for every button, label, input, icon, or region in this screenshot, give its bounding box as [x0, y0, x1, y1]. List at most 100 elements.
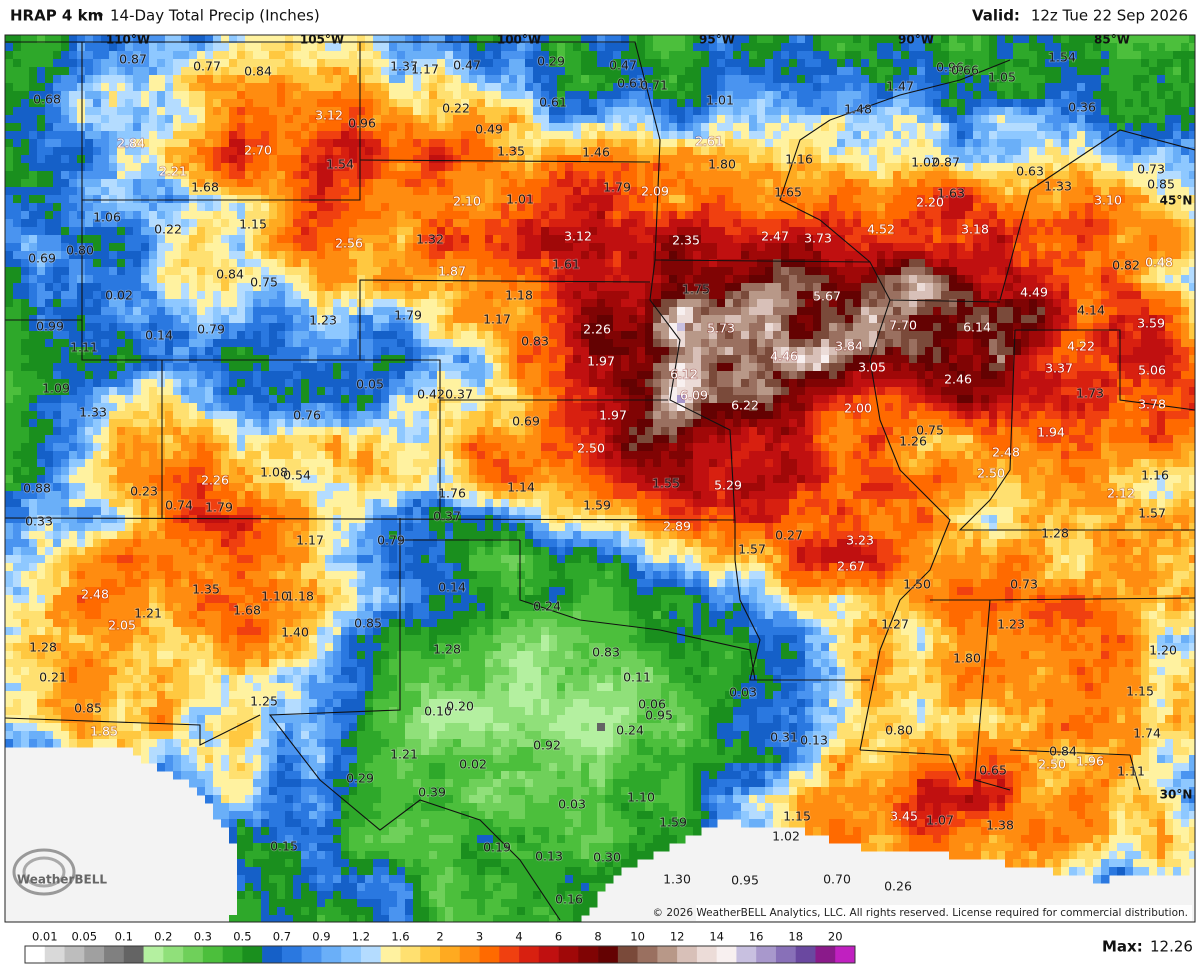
precip-cell [805, 235, 814, 244]
precip-cell [205, 235, 214, 244]
precip-cell [741, 195, 750, 204]
precip-cell [861, 59, 870, 68]
precip-cell [53, 75, 62, 84]
precip-cell [557, 147, 566, 156]
precip-cell [861, 251, 870, 260]
precip-cell [1093, 131, 1102, 140]
precip-cell [333, 131, 342, 140]
precip-cell [133, 211, 142, 220]
precip-cell [1013, 99, 1022, 108]
precip-cell [485, 163, 494, 172]
precip-cell [685, 83, 694, 92]
precip-cell [701, 59, 710, 68]
precip-cell [133, 203, 142, 212]
precip-cell [629, 283, 638, 292]
precip-cell [373, 203, 382, 212]
precip-cell [85, 115, 94, 124]
precip-cell [1069, 147, 1078, 156]
precip-cell [685, 267, 694, 276]
precip-cell [69, 211, 78, 220]
precip-cell [101, 147, 110, 156]
precip-cell [861, 283, 870, 292]
precip-cell [685, 283, 694, 292]
precip-cell [261, 203, 270, 212]
precip-cell [405, 171, 414, 180]
precip-cell [277, 179, 286, 188]
precip-cell [781, 147, 790, 156]
precip-cell [445, 59, 454, 68]
precip-cell [69, 227, 78, 236]
precip-cell [413, 115, 422, 124]
precip-cell [1085, 83, 1094, 92]
precip-cell [685, 211, 694, 220]
precip-cell [181, 243, 190, 252]
precip-cell [85, 227, 94, 236]
precip-cell [837, 59, 846, 68]
precip-cell [77, 123, 86, 132]
precip-cell [157, 299, 166, 308]
precip-cell [925, 91, 934, 100]
precip-cell [525, 115, 534, 124]
precip-cell [557, 219, 566, 228]
precip-cell [341, 243, 350, 252]
precip-cell [709, 59, 718, 68]
precip-cell [677, 107, 686, 116]
precip-cell [981, 155, 990, 164]
precip-cell [149, 299, 158, 308]
precip-cell [877, 147, 886, 156]
precip-cell [149, 235, 158, 244]
precip-cell [285, 283, 294, 292]
precip-cell [941, 91, 950, 100]
precip-cell [141, 283, 150, 292]
precip-cell [765, 75, 774, 84]
precip-cell [933, 187, 942, 196]
precip-cell [837, 291, 846, 300]
precip-cell [229, 99, 238, 108]
precip-cell [965, 171, 974, 180]
precip-cell [421, 299, 430, 308]
precip-cell [1133, 59, 1142, 68]
precip-cell [941, 291, 950, 300]
precip-cell [1085, 123, 1094, 132]
precip-cell [5, 235, 14, 244]
precip-cell [421, 163, 430, 172]
precip-cell [861, 219, 870, 228]
precip-cell [237, 187, 246, 196]
precip-cell [69, 187, 78, 196]
precip-cell [669, 59, 678, 68]
precip-cell [661, 115, 670, 124]
precip-cell [653, 155, 662, 164]
precip-cell [13, 115, 22, 124]
precip-cell [749, 139, 758, 148]
precip-cell [589, 35, 598, 44]
precip-cell [621, 211, 630, 220]
precip-cell [637, 131, 646, 140]
precip-cell [517, 163, 526, 172]
precip-cell [205, 43, 214, 52]
precip-cell [789, 43, 798, 52]
precip-cell [5, 243, 14, 252]
precip-cell [949, 99, 958, 108]
precip-cell [773, 43, 782, 52]
precip-cell [1133, 51, 1142, 60]
precip-cell [1141, 251, 1150, 260]
precip-cell [1101, 291, 1110, 300]
precip-cell [1141, 59, 1150, 68]
precip-cell [229, 259, 238, 268]
precip-cell [621, 115, 630, 124]
precip-cell [677, 171, 686, 180]
precip-cell [45, 291, 54, 300]
precip-cell [1069, 67, 1078, 76]
precip-cell [797, 139, 806, 148]
precip-cell [445, 43, 454, 52]
precip-cell [117, 251, 126, 260]
precip-cell [1101, 259, 1110, 268]
precip-cell [573, 195, 582, 204]
precip-cell [165, 259, 174, 268]
precip-cell [397, 59, 406, 68]
precip-cell [461, 187, 470, 196]
precip-cell [589, 123, 598, 132]
precip-cell [797, 67, 806, 76]
precip-cell [29, 59, 38, 68]
precip-cell [37, 107, 46, 116]
